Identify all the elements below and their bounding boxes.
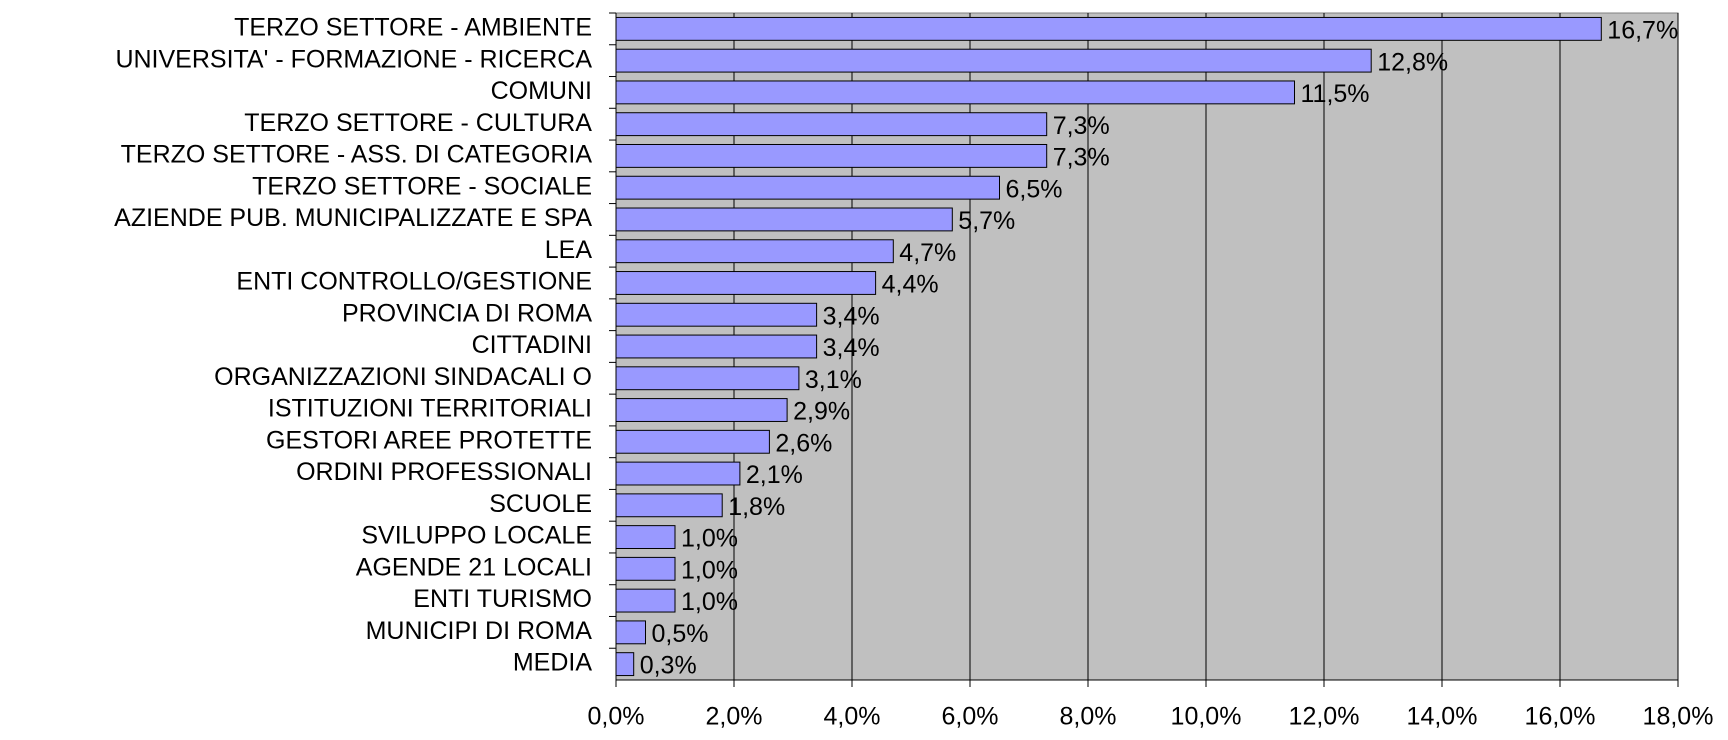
y-tick-label: CITTADINI <box>472 331 592 359</box>
y-tick-label: MEDIA <box>513 649 593 677</box>
data-label: 3,4% <box>823 302 880 330</box>
data-label: 1,0% <box>681 556 738 584</box>
data-label: 6,5% <box>1006 175 1063 203</box>
bar <box>615 16 1602 41</box>
bar <box>615 493 723 518</box>
data-label: 1,0% <box>681 588 738 616</box>
bar <box>615 652 635 677</box>
x-tick-label: 18,0% <box>1643 703 1714 731</box>
y-tick-label: TERZO SETTORE - AMBIENTE <box>234 13 592 41</box>
y-tick-label: UNIVERSITA' - FORMAZIONE - RICERCA <box>115 45 592 73</box>
data-label: 2,9% <box>793 398 850 426</box>
y-tick-label: ISTITUZIONI TERRITORIALI <box>268 395 592 423</box>
y-tick-label: AGENDE 21 LOCALI <box>356 553 592 581</box>
y-tick-label: ENTI CONTROLLO/GESTIONE <box>236 268 592 296</box>
data-label: 4,7% <box>899 239 956 267</box>
data-label: 4,4% <box>882 271 939 299</box>
data-label: 16,7% <box>1607 16 1678 44</box>
y-tick-label: TERZO SETTORE - ASS. DI CATEGORIA <box>121 141 593 169</box>
bar <box>615 334 818 359</box>
data-label: 5,7% <box>958 207 1015 235</box>
y-tick-label: TERZO SETTORE - CULTURA <box>244 109 592 137</box>
data-label: 12,8% <box>1377 48 1448 76</box>
data-label: 7,3% <box>1053 112 1110 140</box>
bar <box>615 302 818 327</box>
x-tick-label: 0,0% <box>588 703 645 731</box>
data-label: 1,0% <box>681 525 738 553</box>
bar <box>615 620 646 645</box>
x-tick-label: 4,0% <box>824 703 881 731</box>
y-tick-label: COMUNI <box>491 77 592 105</box>
bar <box>615 366 800 391</box>
y-tick-label: ORDINI PROFESSIONALI <box>296 458 592 486</box>
data-label: 3,1% <box>805 366 862 394</box>
y-tick-label: PROVINCIA DI ROMA <box>342 299 592 327</box>
bar <box>615 207 953 232</box>
x-tick-label: 2,0% <box>706 703 763 731</box>
bar <box>615 239 894 264</box>
y-tick-label: MUNICIPI DI ROMA <box>366 617 593 645</box>
bar <box>615 556 676 581</box>
x-tick-label: 16,0% <box>1525 703 1596 731</box>
y-tick-label: SVILUPPO LOCALE <box>361 522 592 550</box>
data-label: 2,1% <box>746 461 803 489</box>
y-tick-label: GESTORI AREE PROTETTE <box>266 426 592 454</box>
bar <box>615 461 741 486</box>
data-label: 11,5% <box>1301 80 1370 108</box>
bar <box>615 525 676 550</box>
x-tick-label: 6,0% <box>942 703 999 731</box>
bar <box>615 588 676 613</box>
bar <box>615 271 877 295</box>
bar <box>615 143 1048 168</box>
x-tick-label: 12,0% <box>1289 703 1360 731</box>
data-label: 0,3% <box>640 652 697 680</box>
bar <box>615 398 788 422</box>
data-label: 1,8% <box>728 493 785 521</box>
y-tick-label: LEA <box>545 236 593 264</box>
bar <box>615 429 770 454</box>
y-tick-label: TERZO SETTORE - SOCIALE <box>252 172 592 200</box>
data-label: 2,6% <box>775 429 832 457</box>
y-tick-label: ORGANIZZAZIONI SINDACALI O <box>214 363 592 391</box>
y-tick-label: AZIENDE PUB. MUNICIPALIZZATE E SPA <box>114 204 592 232</box>
data-label: 3,4% <box>823 334 880 362</box>
bar <box>615 112 1048 137</box>
y-tick-label: ENTI TURISMO <box>413 585 592 613</box>
x-tick-label: 14,0% <box>1407 703 1478 731</box>
data-label: 7,3% <box>1053 144 1110 172</box>
data-label: 0,5% <box>652 620 709 648</box>
x-tick-label: 10,0% <box>1171 703 1242 731</box>
bar <box>615 80 1295 105</box>
y-tick-label: SCUOLE <box>489 490 592 518</box>
bar <box>615 48 1372 73</box>
x-tick-label: 8,0% <box>1060 703 1117 731</box>
bar <box>615 175 1000 200</box>
